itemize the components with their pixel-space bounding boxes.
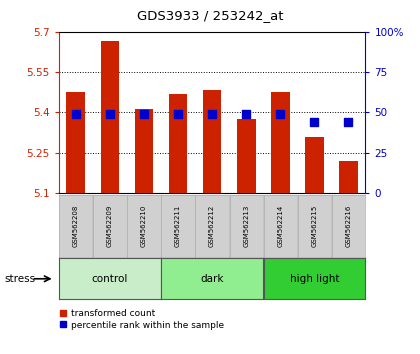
Bar bbox=[203, 90, 221, 193]
Point bbox=[243, 111, 249, 117]
Text: GSM562209: GSM562209 bbox=[107, 205, 113, 247]
Bar bbox=[271, 92, 290, 193]
Text: dark: dark bbox=[200, 274, 224, 284]
Point bbox=[277, 111, 284, 117]
Text: GSM562214: GSM562214 bbox=[277, 205, 283, 247]
Bar bbox=[66, 92, 85, 193]
Legend: transformed count, percentile rank within the sample: transformed count, percentile rank withi… bbox=[60, 309, 224, 330]
Text: high light: high light bbox=[289, 274, 339, 284]
Point bbox=[73, 111, 79, 117]
Bar bbox=[134, 109, 153, 193]
Bar bbox=[237, 119, 255, 193]
Text: stress: stress bbox=[4, 274, 35, 284]
Point bbox=[141, 111, 147, 117]
Point bbox=[175, 111, 181, 117]
Bar bbox=[305, 137, 324, 193]
Bar bbox=[339, 161, 358, 193]
Text: GSM562211: GSM562211 bbox=[175, 205, 181, 247]
Text: GSM562212: GSM562212 bbox=[209, 205, 215, 247]
Text: GSM562215: GSM562215 bbox=[311, 205, 317, 247]
Point bbox=[311, 119, 318, 125]
Text: GSM562208: GSM562208 bbox=[73, 205, 79, 247]
Point bbox=[345, 119, 352, 125]
Point bbox=[209, 111, 215, 117]
Text: GSM562216: GSM562216 bbox=[345, 205, 352, 247]
Bar bbox=[169, 93, 187, 193]
Bar bbox=[100, 41, 119, 193]
Text: GSM562210: GSM562210 bbox=[141, 205, 147, 247]
Text: GSM562213: GSM562213 bbox=[243, 205, 249, 247]
Text: GDS3933 / 253242_at: GDS3933 / 253242_at bbox=[137, 9, 283, 22]
Text: control: control bbox=[92, 274, 128, 284]
Point bbox=[107, 111, 113, 117]
